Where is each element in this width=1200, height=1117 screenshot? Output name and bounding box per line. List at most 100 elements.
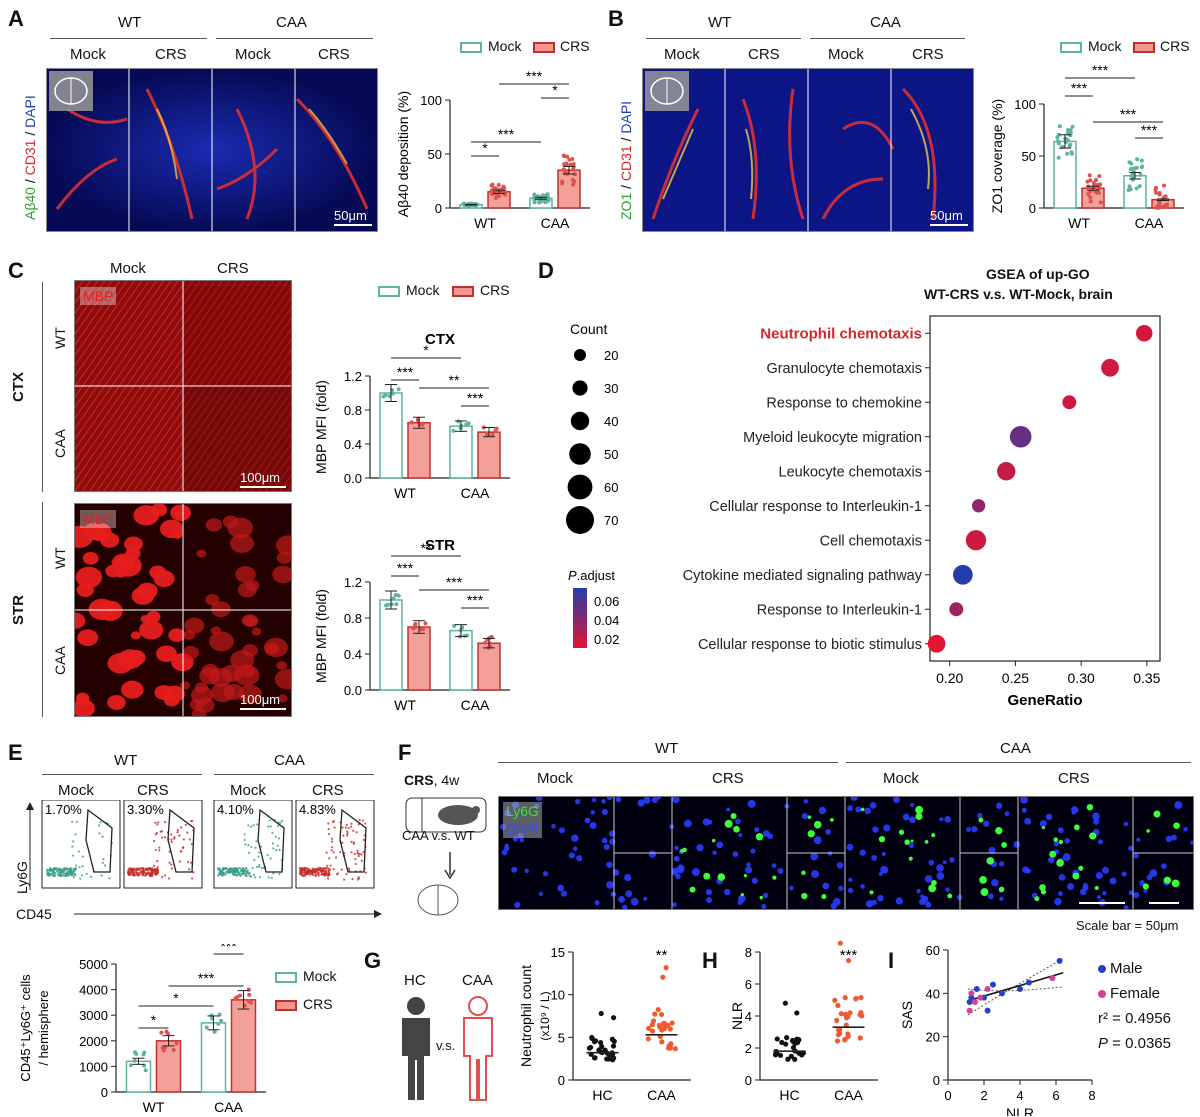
sig-label: ***	[397, 364, 414, 380]
sig-label: ***	[220, 944, 237, 954]
plot-frame	[929, 315, 1161, 662]
flow-event	[130, 869, 134, 873]
nucleus	[747, 799, 756, 808]
y-tick-label: 0	[933, 1073, 940, 1088]
data-point	[562, 171, 567, 176]
flow-plots: 1.70% 3.30% 4.10% 4.83%	[26, 800, 382, 918]
sig-label: *	[151, 1012, 157, 1028]
data-point	[212, 1029, 217, 1034]
nucleus	[965, 826, 972, 832]
term-label: Response to Interleukin-1	[757, 602, 922, 618]
data-point	[132, 1058, 137, 1063]
bar-crs	[557, 169, 581, 209]
flow-event	[170, 840, 173, 843]
neutrophil	[947, 893, 953, 899]
nucleus	[944, 815, 952, 823]
nucleus	[712, 850, 717, 856]
flow-event	[316, 873, 319, 876]
flow-event	[71, 854, 74, 857]
nucleus	[551, 824, 556, 829]
flow-event	[346, 830, 349, 833]
flow-event	[108, 877, 111, 880]
nucleus	[746, 862, 751, 867]
nucleus	[716, 841, 724, 849]
flow-event	[348, 869, 351, 872]
flow-event	[49, 867, 52, 870]
y-tick-label: 3000	[79, 1008, 108, 1023]
female-point	[984, 986, 991, 992]
col-label: CRS	[1058, 770, 1090, 787]
panel-letter-b: B	[608, 6, 624, 31]
flow-event	[347, 867, 351, 870]
neutrophil	[1001, 841, 1008, 848]
nucleus	[571, 834, 579, 842]
neutrophil	[908, 856, 913, 861]
bar-crs	[1081, 187, 1105, 209]
flow-event	[330, 837, 334, 840]
data-point	[421, 627, 426, 632]
flow-event	[63, 868, 67, 871]
flow-event	[243, 869, 246, 873]
data-point	[565, 154, 570, 159]
nucleus	[737, 832, 743, 838]
x-tick-label: WT	[394, 485, 416, 501]
flow-event	[98, 832, 101, 835]
nucleus	[671, 867, 678, 874]
nucleus	[767, 833, 774, 840]
sig-label: ***	[1071, 80, 1088, 96]
flow-event	[328, 868, 332, 871]
micrograph-c-str	[74, 503, 292, 717]
nucleus	[594, 900, 600, 906]
flow-event	[299, 869, 303, 872]
flow-event	[145, 872, 148, 875]
flow-event	[46, 868, 49, 872]
neutrophil	[915, 805, 924, 814]
flow-event	[272, 872, 275, 875]
fiber-bundle	[242, 644, 258, 657]
data-point	[1097, 174, 1102, 179]
flow-event	[49, 868, 52, 872]
neutrophil	[801, 870, 806, 876]
flow-event	[254, 846, 257, 849]
sig-label: ***	[467, 592, 484, 608]
count-legend-dot	[566, 506, 594, 534]
flow-event	[279, 821, 282, 824]
legend-label-mock: Mock	[1088, 38, 1122, 54]
nucleus	[833, 898, 841, 906]
ci-band-upper	[967, 958, 1064, 1016]
neutrophil	[1173, 822, 1180, 829]
nucleus	[1136, 837, 1141, 842]
flow-event	[277, 824, 280, 827]
padj-tick-label: 0.04	[594, 613, 619, 628]
y-axis-label: Aβ40 deposition (%)	[395, 91, 411, 217]
flow-event	[298, 872, 302, 875]
data-point	[485, 432, 490, 437]
fiber-bundle	[171, 530, 183, 539]
flow-event	[161, 875, 164, 879]
neutrophil	[1072, 872, 1080, 880]
gate	[257, 808, 285, 873]
flow-event	[81, 855, 84, 858]
flow-event	[346, 832, 349, 835]
flow-event	[231, 867, 235, 870]
nucleus	[836, 862, 844, 869]
padj-tick-label: 0.02	[594, 632, 619, 647]
chart-title: CTX	[425, 331, 455, 348]
data-point	[1163, 194, 1168, 199]
row-label: CAA	[52, 429, 68, 458]
data-point	[219, 1018, 224, 1023]
flow-event	[250, 845, 253, 849]
data-point	[846, 957, 852, 964]
nucleus	[618, 895, 626, 903]
flow-event	[176, 828, 180, 831]
flow-event	[250, 825, 253, 828]
term-label: Cellular response to biotic stimulus	[698, 637, 922, 653]
flow-event	[173, 837, 176, 840]
legend-label-crs: CRS	[1160, 38, 1190, 54]
male-point	[973, 986, 980, 992]
data-point	[246, 999, 251, 1004]
flow-event	[351, 878, 354, 881]
data-point	[411, 626, 416, 631]
nucleus	[1048, 856, 1055, 864]
